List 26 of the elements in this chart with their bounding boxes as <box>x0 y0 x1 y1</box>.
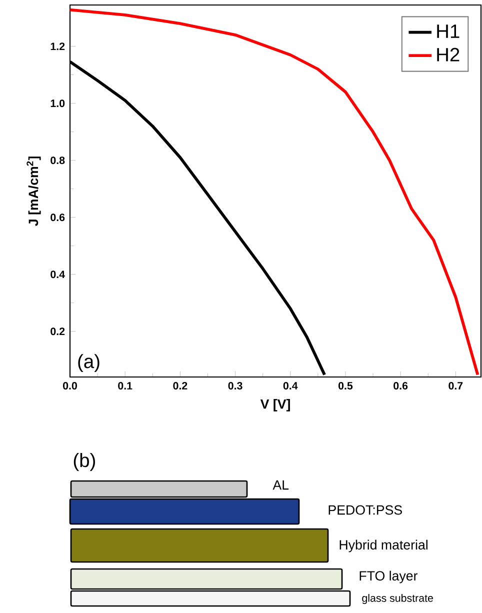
annotation: (a) <box>78 354 100 372</box>
x-tick-label: 0.7 <box>448 382 463 390</box>
y-tick-label: 0.4 <box>50 270 66 278</box>
x-tick-label: 0.3 <box>228 382 243 390</box>
legend-label: H2 <box>437 48 460 62</box>
text: Hybrid material <box>340 540 428 552</box>
x-tick-label: 0.6 <box>394 382 408 390</box>
y-tick-label: 0.6 <box>50 214 65 222</box>
text: FTO layer <box>360 570 418 584</box>
x-tick-label: 0.2 <box>173 382 188 390</box>
y-axis-title: J [mA/cm$^{2}$] <box>26 156 41 226</box>
line-series <box>70 8 480 376</box>
text: PEDOT:PSS <box>329 505 402 515</box>
y-tick-label: 0.2 <box>50 328 65 336</box>
y-tick-label: 1.0 <box>51 100 65 108</box>
text: glass substrate <box>362 594 434 604</box>
y-tick-label: 1.2 <box>51 42 65 50</box>
x-axis-title: V [V] <box>260 398 290 412</box>
x-tick-label: 0.5 <box>338 382 353 390</box>
x-tick-label: 0.4 <box>284 382 298 390</box>
text: (b) <box>74 453 96 471</box>
x-tick-label: 0.0 <box>63 382 78 390</box>
legend-label: H1 <box>437 24 460 38</box>
x-tick-label: 0.1 <box>118 382 132 390</box>
y-tick-label: 0.8 <box>50 156 65 164</box>
text: AL <box>272 480 289 490</box>
